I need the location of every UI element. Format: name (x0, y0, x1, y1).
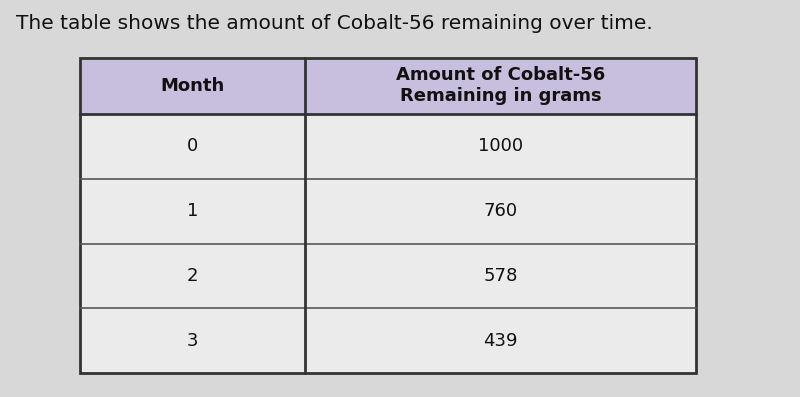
Bar (80, 58, 696, 114)
Text: Amount of Cobalt-56
Remaining in grams: Amount of Cobalt-56 Remaining in grams (396, 66, 605, 105)
Text: Month: Month (160, 77, 225, 95)
Text: The table shows the amount of Cobalt-56 remaining over time.: The table shows the amount of Cobalt-56 … (16, 14, 653, 33)
Text: 3: 3 (186, 332, 198, 350)
Text: 439: 439 (483, 332, 518, 350)
Text: 1: 1 (186, 202, 198, 220)
Bar (80, 114, 696, 179)
Bar (80, 58, 696, 373)
Bar (80, 308, 696, 373)
Bar (80, 243, 696, 308)
Text: 2: 2 (186, 267, 198, 285)
Text: 0: 0 (186, 137, 198, 155)
Bar (80, 179, 696, 243)
Text: 578: 578 (483, 267, 518, 285)
Text: 1000: 1000 (478, 137, 523, 155)
Text: 760: 760 (483, 202, 518, 220)
